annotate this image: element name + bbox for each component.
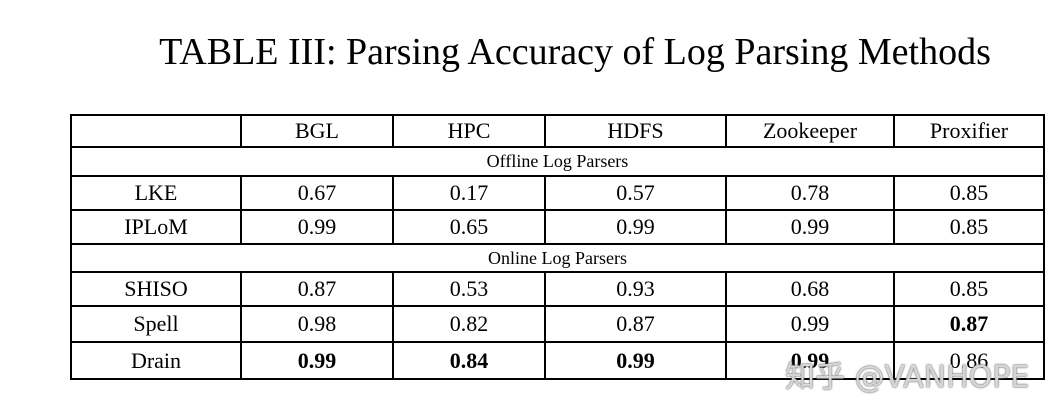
watermark: 知乎 @VANHOPE: [785, 360, 1030, 395]
column-header: Zookeeper: [725, 114, 895, 148]
value-cell: 0.53: [392, 271, 546, 307]
value-cell: 0.99: [240, 341, 394, 380]
value-cell: 0.87: [893, 305, 1045, 343]
value-cell: 0.85: [893, 175, 1045, 211]
value-cell: 0.99: [240, 209, 394, 245]
value-cell: 0.98: [240, 305, 394, 343]
section-row: Online Log Parsers: [70, 243, 1045, 273]
value-cell: 0.99: [544, 341, 727, 380]
value-cell: 0.99: [544, 209, 727, 245]
value-cell: 0.82: [392, 305, 546, 343]
data-row: Drain 0.99 0.84 0.99 0.99 0.86: [70, 341, 1045, 380]
data-row: LKE 0.67 0.17 0.57 0.78 0.85: [70, 175, 1045, 211]
value-cell: 0.67: [240, 175, 394, 211]
value-cell: 0.87: [240, 271, 394, 307]
value-cell: 0.85: [893, 209, 1045, 245]
value-cell: 0.17: [392, 175, 546, 211]
row-name: LKE: [70, 175, 242, 211]
data-row: IPLoM 0.99 0.65 0.99 0.99 0.85: [70, 209, 1045, 245]
table-title: TABLE III: Parsing Accuracy of Log Parsi…: [159, 31, 991, 73]
section-title: Offline Log Parsers: [70, 146, 1045, 177]
row-name: Drain: [70, 341, 242, 380]
row-name: SHISO: [70, 271, 242, 307]
value-cell: 0.93: [544, 271, 727, 307]
value-cell: 0.99: [725, 341, 895, 380]
value-cell: 0.99: [725, 209, 895, 245]
row-name: IPLoM: [70, 209, 242, 245]
column-header: HDFS: [544, 114, 727, 148]
column-header: BGL: [240, 114, 394, 148]
value-cell: 0.86: [893, 341, 1045, 380]
column-header: HPC: [392, 114, 546, 148]
value-cell: 0.68: [725, 271, 895, 307]
table-body: BGL HPC HDFS Zookeeper Proxifier Offline Log …: [70, 114, 1045, 380]
header-row: BGL HPC HDFS Zookeeper Proxifier: [70, 114, 1045, 148]
value-cell: 0.84: [392, 341, 546, 380]
value-cell: 0.78: [725, 175, 895, 211]
column-header: Proxifier: [893, 114, 1045, 148]
value-cell: 0.87: [544, 305, 727, 343]
accuracy-table: BGL HPC HDFS Zookeeper Proxifier Offline Log …: [70, 114, 1045, 380]
value-cell: 0.99: [725, 305, 895, 343]
data-row: SHISO 0.87 0.53 0.93 0.68 0.85: [70, 271, 1045, 307]
row-name: Spell: [70, 305, 242, 343]
value-cell: 0.57: [544, 175, 727, 211]
section-title: Online Log Parsers: [70, 243, 1045, 273]
value-cell: 0.65: [392, 209, 546, 245]
section-row: Offline Log Parsers: [70, 146, 1045, 177]
value-cell: 0.85: [893, 271, 1045, 307]
data-row: Spell 0.98 0.82 0.87 0.99 0.87: [70, 305, 1045, 343]
corner-cell: [70, 114, 242, 148]
